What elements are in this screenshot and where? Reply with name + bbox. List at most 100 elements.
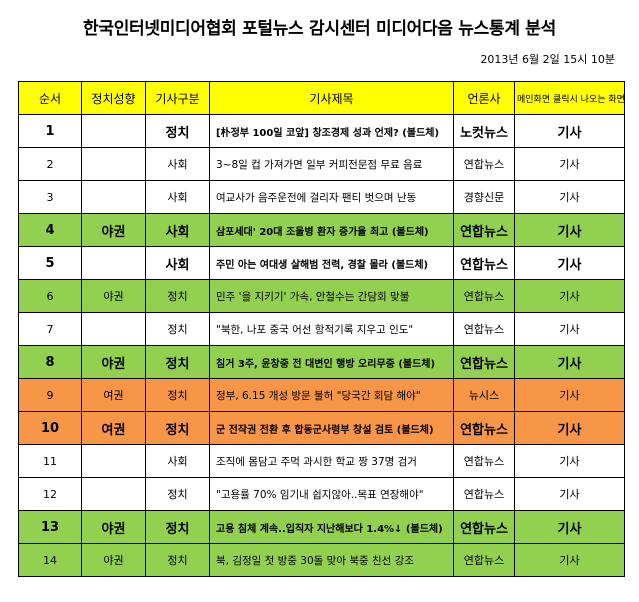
cell-article-title: 삼포세대' 20대 조울병 환자 증가율 최고 (볼드체) (209, 213, 454, 247)
cell-article-title: 침거 3주, 윤창중 전 대변인 행방 오리무중 (볼드체) (209, 345, 454, 379)
news-table: 순서 정치성향 기사구분 기사제목 언론사 메인화면 클릭시 나오는 화면 1 … (18, 81, 625, 577)
cell-num: 13 (18, 510, 82, 544)
cell-article-title: 여교사가 음주운전에 걸리자 팬티 벗으며 난동 (209, 180, 454, 214)
cell-politics: 여권 (81, 378, 146, 412)
cell-view: 기사 (514, 543, 625, 577)
cell-press: 연합뉴스 (453, 444, 515, 478)
cell-num: 8 (18, 345, 82, 379)
cell-num: 1 (18, 114, 82, 148)
cell-article-title: 군 전작권 전환 후 합동군사령부 창설 검토 (볼드체) (209, 411, 454, 445)
cell-press: 연합뉴스 (453, 510, 515, 544)
cell-category: 정치 (145, 378, 210, 412)
cell-press: 연합뉴스 (453, 411, 515, 445)
cell-article-title: 북, 김정일 첫 방중 30돌 맞아 북중 친선 강조 (209, 543, 454, 577)
cell-politics (81, 444, 146, 478)
table-row: 13 야권 정치 고용 침체 계속..입직자 지난해보다 1.4%↓ (볼드체)… (18, 510, 625, 544)
table-row: 9 여권 정치 정부, 6.15 개성 방문 불허 "당국간 회담 해야" 뉴시… (18, 378, 625, 412)
cell-article-title: 3~8일 컵 가져가면 일부 커피전문점 무료 음료 (209, 147, 454, 181)
cell-view: 기사 (514, 279, 625, 313)
cell-politics: 야권 (81, 279, 146, 313)
cell-article-title: 조직에 몸담고 주먹 과시한 학교 짱 37명 검거 (209, 444, 454, 478)
cell-view: 기사 (514, 477, 625, 511)
table-row: 2 사회 3~8일 컵 가져가면 일부 커피전문점 무료 음료 연합뉴스 기사 (18, 147, 625, 181)
cell-category: 정치 (145, 510, 210, 544)
cell-politics: 여권 (81, 411, 146, 445)
header-num: 순서 (18, 81, 82, 115)
cell-article-title: 민주 '을 지키기' 가속, 안철수는 간담회 맞불 (209, 279, 454, 313)
cell-num: 2 (18, 147, 82, 181)
table-row: 8 야권 정치 침거 3주, 윤창중 전 대변인 행방 오리무중 (볼드체) 연… (18, 345, 625, 379)
cell-press: 연합뉴스 (453, 147, 515, 181)
table-row: 14 야권 정치 북, 김정일 첫 방중 30돌 맞아 북중 친선 강조 연합뉴… (18, 543, 625, 577)
cell-view: 기사 (514, 312, 625, 346)
cell-press: 경향신문 (453, 180, 515, 214)
cell-view: 기사 (514, 147, 625, 181)
cell-politics (81, 180, 146, 214)
cell-category: 정치 (145, 114, 210, 148)
table-row: 1 정치 [朴정부 100일 코앞] 창조경제 성과 언제? (볼드체) 노컷뉴… (18, 114, 625, 148)
cell-view: 기사 (514, 213, 625, 247)
cell-article-title: "고용률 70% 임기내 쉽지않아..목표 연장해야" (209, 477, 454, 511)
cell-view: 기사 (514, 510, 625, 544)
cell-num: 5 (18, 246, 82, 280)
cell-category: 사회 (145, 180, 210, 214)
cell-category: 정치 (145, 345, 210, 379)
cell-politics (81, 246, 146, 280)
cell-num: 9 (18, 378, 82, 412)
cell-press: 연합뉴스 (453, 246, 515, 280)
cell-view: 기사 (514, 444, 625, 478)
table-row: 11 사회 조직에 몸담고 주먹 과시한 학교 짱 37명 검거 연합뉴스 기사 (18, 444, 625, 478)
cell-category: 정치 (145, 543, 210, 577)
cell-politics: 야권 (81, 213, 146, 247)
cell-politics: 야권 (81, 345, 146, 379)
table-row: 10 여권 정치 군 전작권 전환 후 합동군사령부 창설 검토 (볼드체) 연… (18, 411, 625, 445)
cell-category: 정치 (145, 312, 210, 346)
cell-press: 연합뉴스 (453, 543, 515, 577)
cell-article-title: 주민 아는 여대생 살해범 전력, 경찰 몰라 (볼드체) (209, 246, 454, 280)
cell-press: 노컷뉴스 (453, 114, 515, 148)
header-press: 언론사 (453, 81, 515, 115)
cell-num: 11 (18, 444, 82, 478)
cell-press: 연합뉴스 (453, 213, 515, 247)
cell-politics (81, 147, 146, 181)
cell-category: 사회 (145, 213, 210, 247)
cell-article-title: [朴정부 100일 코앞] 창조경제 성과 언제? (볼드체) (209, 114, 454, 148)
table-row: 4 야권 사회 삼포세대' 20대 조울병 환자 증가율 최고 (볼드체) 연합… (18, 213, 625, 247)
cell-view: 기사 (514, 378, 625, 412)
cell-politics: 야권 (81, 543, 146, 577)
header-politics: 정치성향 (81, 81, 146, 115)
cell-press: 연합뉴스 (453, 345, 515, 379)
header-category: 기사구분 (145, 81, 210, 115)
cell-view: 기사 (514, 246, 625, 280)
cell-num: 14 (18, 543, 82, 577)
cell-category: 사회 (145, 246, 210, 280)
table-row: 5 사회 주민 아는 여대생 살해범 전력, 경찰 몰라 (볼드체) 연합뉴스 … (18, 246, 625, 280)
cell-num: 3 (18, 180, 82, 214)
cell-article-title: 고용 침체 계속..입직자 지난해보다 1.4%↓ (볼드체) (209, 510, 454, 544)
header-main-click: 메인화면 클릭시 나오는 화면 (514, 81, 625, 115)
cell-press: 연합뉴스 (453, 312, 515, 346)
table-body: 1 정치 [朴정부 100일 코앞] 창조경제 성과 언제? (볼드체) 노컷뉴… (18, 114, 625, 577)
cell-view: 기사 (514, 345, 625, 379)
cell-num: 6 (18, 279, 82, 313)
cell-num: 12 (18, 477, 82, 511)
cell-press: 뉴시스 (453, 378, 515, 412)
cell-num: 7 (18, 312, 82, 346)
table-row: 6 야권 정치 민주 '을 지키기' 가속, 안철수는 간담회 맞불 연합뉴스 … (18, 279, 625, 313)
header-row: 순서 정치성향 기사구분 기사제목 언론사 메인화면 클릭시 나오는 화면 (18, 81, 625, 115)
cell-article-title: "북한, 나포 중국 어선 항적기록 지우고 인도" (209, 312, 454, 346)
cell-politics (81, 114, 146, 148)
cell-num: 4 (18, 213, 82, 247)
table-row: 12 정치 "고용률 70% 임기내 쉽지않아..목표 연장해야" 연합뉴스 기… (18, 477, 625, 511)
header-article-title: 기사제목 (209, 81, 454, 115)
timestamp: 2013년 6월 2일 15시 10분 (480, 53, 615, 66)
cell-category: 정치 (145, 411, 210, 445)
table-row: 7 정치 "북한, 나포 중국 어선 항적기록 지우고 인도" 연합뉴스 기사 (18, 312, 625, 346)
cell-view: 기사 (514, 180, 625, 214)
cell-press: 연합뉴스 (453, 279, 515, 313)
cell-category: 정치 (145, 477, 210, 511)
cell-num: 10 (18, 411, 82, 445)
cell-category: 정치 (145, 279, 210, 313)
cell-politics (81, 477, 146, 511)
cell-view: 기사 (514, 411, 625, 445)
